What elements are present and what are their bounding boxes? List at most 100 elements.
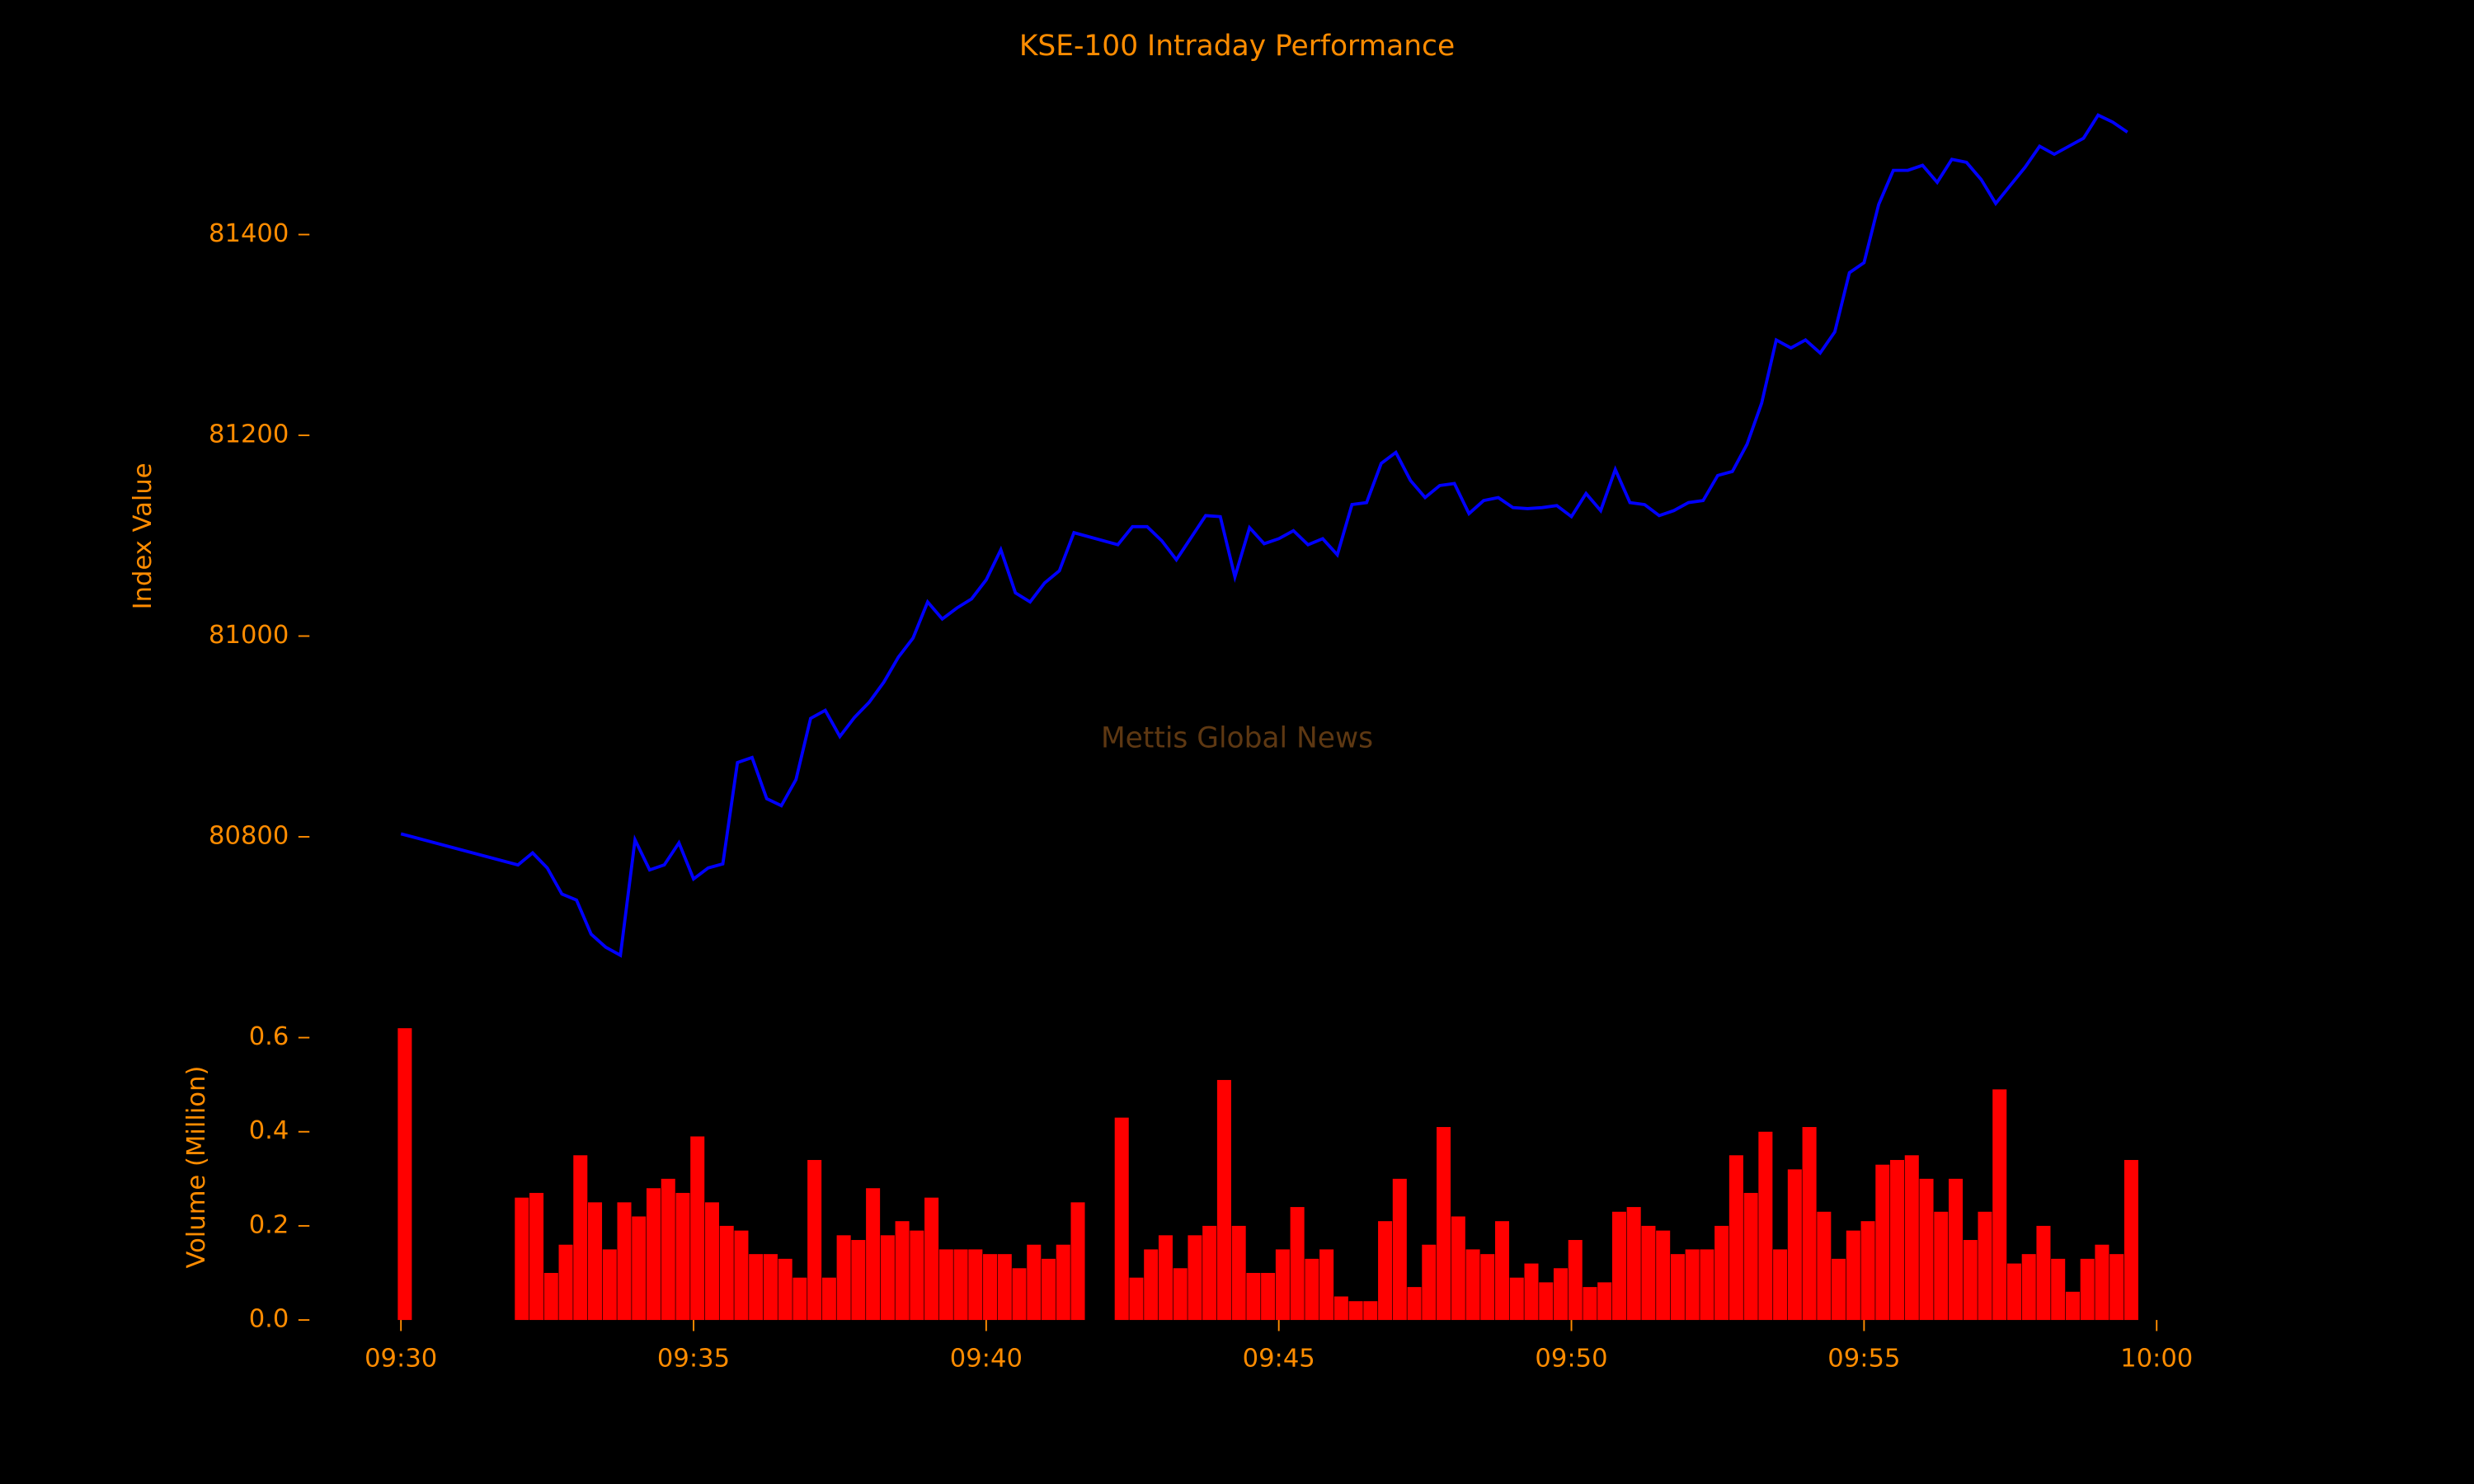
volume-bar	[1070, 1202, 1085, 1321]
volume-bar	[1758, 1131, 1773, 1321]
volume-bar	[1494, 1221, 1510, 1321]
volume-bar	[1480, 1254, 1495, 1321]
x-tick-label: 09:55	[1827, 1344, 1900, 1373]
volume-bar	[1963, 1240, 1978, 1321]
volume-bar	[1290, 1207, 1305, 1321]
volume-bar	[1114, 1117, 1129, 1321]
volume-bar	[2051, 1258, 2066, 1321]
watermark: Mettis Global News	[1101, 722, 1373, 755]
volume-bar	[1832, 1258, 1846, 1321]
volume-bar	[1319, 1249, 1334, 1321]
volume-bar	[1202, 1225, 1217, 1321]
volume-bar	[938, 1249, 953, 1321]
y-tick-label: 80800	[209, 822, 289, 851]
volume-bar	[704, 1202, 719, 1321]
volume-bar	[1027, 1244, 1042, 1321]
y-tick-label: 81400	[209, 219, 289, 248]
volume-bar	[1041, 1258, 1056, 1321]
volume-bar	[1407, 1287, 1422, 1321]
volume-bar	[1012, 1268, 1027, 1321]
volume-bar	[997, 1254, 1012, 1321]
volume-bar	[690, 1136, 705, 1321]
x-tick-label: 09:50	[1535, 1344, 1607, 1373]
volume-bar	[821, 1277, 836, 1321]
volume-bar	[1173, 1268, 1188, 1321]
volume-bar	[1188, 1235, 1202, 1321]
chart-title: KSE-100 Intraday Performance	[1019, 30, 1455, 63]
volume-bar	[1348, 1301, 1363, 1321]
volume-bar	[1451, 1216, 1465, 1321]
volume-bar	[1524, 1263, 1539, 1321]
volume-bar	[2006, 1263, 2021, 1321]
volume-bar	[866, 1188, 881, 1321]
volume-bar	[880, 1235, 895, 1321]
volume-bar	[1158, 1235, 1173, 1321]
volume-bar	[397, 1028, 412, 1321]
volume-bar	[675, 1192, 690, 1321]
volume-bar	[1261, 1272, 1276, 1321]
volume-bar	[1305, 1258, 1319, 1321]
volume-bar	[851, 1240, 866, 1321]
volume-bar	[836, 1235, 851, 1321]
volume-bar	[2065, 1291, 2080, 1321]
volume-bar	[1465, 1249, 1480, 1321]
volume-bar	[1700, 1249, 1714, 1321]
volume-bar	[1685, 1249, 1700, 1321]
volume-bar	[968, 1249, 983, 1321]
volume-bar	[543, 1272, 558, 1321]
volume-bar	[646, 1188, 661, 1321]
volume-bar	[1992, 1089, 2007, 1321]
volume-bar	[2036, 1225, 2051, 1321]
volume-bar	[1890, 1159, 1905, 1321]
volume-bar	[763, 1254, 778, 1321]
volume-bar	[661, 1178, 675, 1321]
volume-bar	[983, 1254, 998, 1321]
volume-bar	[1597, 1282, 1612, 1321]
volume-bar	[1363, 1301, 1378, 1321]
volume-bar	[1568, 1240, 1583, 1321]
volume-bar	[2109, 1254, 2124, 1321]
volume-bar	[1422, 1244, 1437, 1321]
volume-bar	[749, 1254, 764, 1321]
volume-bar	[1817, 1211, 1832, 1321]
x-tick-label: 09:35	[657, 1344, 730, 1373]
volume-bar	[1860, 1221, 1875, 1321]
volume-bar	[1670, 1254, 1685, 1321]
index-line	[400, 113, 2128, 958]
volume-bar	[529, 1192, 544, 1321]
volume-bar	[1773, 1249, 1788, 1321]
volume-bar	[1231, 1225, 1246, 1321]
y-tick-label: 0.4	[249, 1116, 289, 1145]
volume-bar	[1509, 1277, 1524, 1321]
volume-bar	[1743, 1192, 1758, 1321]
volume-bar	[2021, 1254, 2036, 1321]
volume-bar	[793, 1277, 807, 1321]
volume-bar	[924, 1197, 939, 1321]
volume-bar	[1626, 1207, 1641, 1321]
volume-bar	[1246, 1272, 1261, 1321]
volume-bar	[910, 1230, 924, 1321]
volume-bar	[1144, 1249, 1159, 1321]
volume-bar	[734, 1230, 749, 1321]
volume-bar	[1392, 1178, 1407, 1321]
volume-bar	[1802, 1127, 1817, 1321]
volume-bar	[588, 1202, 603, 1321]
y-axis-label: Index Value	[129, 463, 158, 609]
volume-bar	[719, 1225, 734, 1321]
volume-bar	[807, 1159, 822, 1321]
volume-bar	[895, 1221, 910, 1321]
volume-bar	[1275, 1249, 1290, 1321]
volume-bar	[1611, 1211, 1626, 1321]
volume-bar	[1378, 1221, 1393, 1321]
volume-bar	[1846, 1230, 1860, 1321]
y-tick-label: 0.6	[249, 1022, 289, 1051]
volume-bar	[1056, 1244, 1070, 1321]
volume-bar	[1129, 1277, 1144, 1321]
volume-bar	[573, 1155, 588, 1321]
volume-bar	[1553, 1268, 1568, 1321]
volume-bar	[1539, 1282, 1554, 1321]
volume-bar	[1978, 1211, 1992, 1321]
volume-bar	[1787, 1169, 1802, 1321]
x-tick-label: 09:40	[950, 1344, 1023, 1373]
y-axis-label: Volume (Million)	[182, 1066, 211, 1269]
